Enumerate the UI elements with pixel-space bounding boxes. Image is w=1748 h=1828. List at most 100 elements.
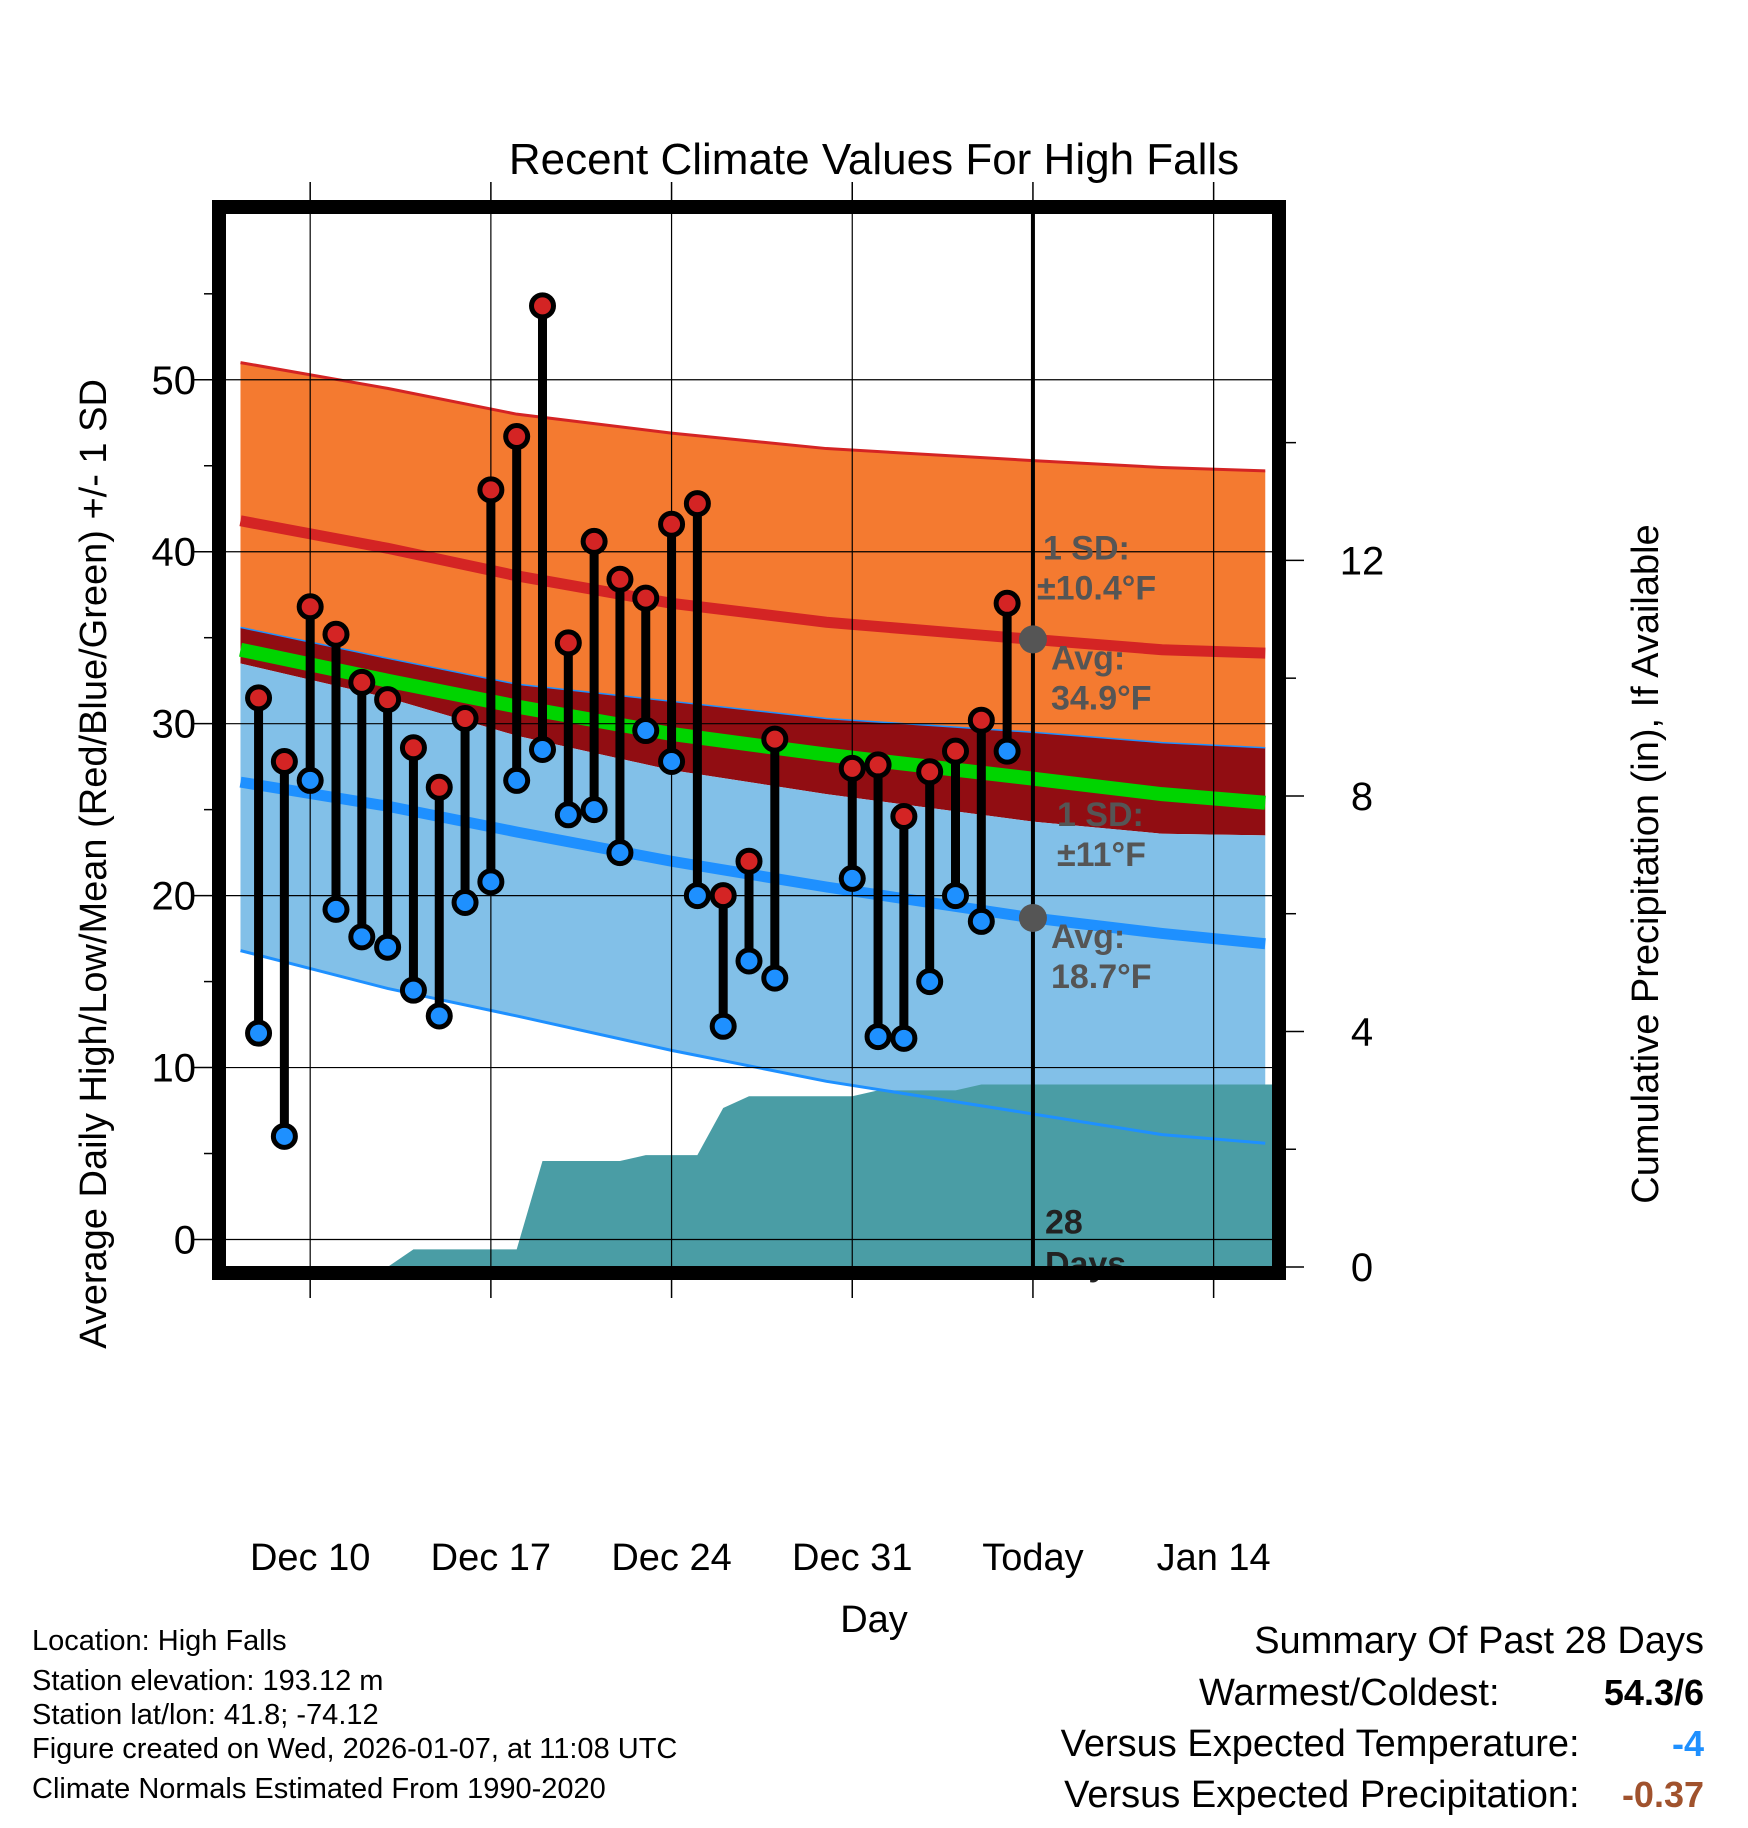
- precip-label: Versus Expected Precipitation:: [1064, 1774, 1580, 1816]
- chart-title: Recent Climate Values For High Falls: [509, 135, 1239, 184]
- precip-area: [225, 1084, 1273, 1267]
- low-sd-label: 1 SD:: [1057, 796, 1144, 834]
- high-point: [245, 684, 273, 712]
- y-tick-label: 50: [152, 359, 197, 403]
- warmest-label: Warmest/Coldest:: [1198, 1672, 1500, 1714]
- high-sd-label: 1 SD:: [1043, 529, 1130, 567]
- high-avg-label: Avg:: [1051, 639, 1125, 677]
- low-point: [451, 888, 479, 916]
- y-tick-label: 0: [174, 1218, 196, 1262]
- low-avg-label: Avg:: [1051, 918, 1125, 956]
- days-count: 28: [1045, 1203, 1083, 1241]
- summary-temp-row: Versus Expected Temperature: -4: [1061, 1723, 1704, 1766]
- summary-title: Summary Of Past 28 Days: [1254, 1620, 1704, 1662]
- high-point: [658, 510, 686, 538]
- high-point: [425, 773, 453, 801]
- x-tick-label: Dec 24: [611, 1537, 731, 1579]
- low-point: [245, 1019, 273, 1047]
- x-tick-label: Jan 14: [1157, 1537, 1271, 1579]
- low-point: [735, 947, 763, 975]
- low-point: [322, 895, 350, 923]
- y-tick-label: 30: [152, 703, 197, 747]
- high-point: [761, 725, 789, 753]
- x-tick-label: Dec 31: [792, 1537, 912, 1579]
- high-point: [348, 668, 376, 696]
- high-point: [606, 565, 634, 593]
- low-point: [683, 882, 711, 910]
- latlon-text: Station lat/lon: 41.8; -74.12: [32, 1699, 379, 1731]
- low-point: [606, 839, 634, 867]
- station-info: Location: High Falls Station elevation: …: [32, 1624, 677, 1806]
- low-point: [528, 735, 556, 763]
- high-point: [993, 589, 1021, 617]
- low-point: [374, 933, 402, 961]
- low-point: [477, 868, 505, 896]
- high-point: [942, 737, 970, 765]
- temp-label: Versus Expected Temperature:: [1060, 1723, 1580, 1765]
- x-axis-label: Day: [840, 1599, 908, 1641]
- location-text: Location: High Falls: [32, 1625, 287, 1657]
- low-point: [503, 766, 531, 794]
- low-point: [554, 801, 582, 829]
- low-point: [761, 964, 789, 992]
- high-point: [580, 527, 608, 555]
- high-point: [632, 584, 660, 612]
- summary-warmest-row: Warmest/Coldest: 54.3/6: [1199, 1672, 1704, 1715]
- low-point: [864, 1023, 892, 1051]
- plot-frame: [212, 200, 1286, 1280]
- low-point: [399, 976, 427, 1004]
- low-point: [296, 766, 324, 794]
- summary-panel: Summary Of Past 28 Days Warmest/Coldest:…: [804, 1620, 1704, 1820]
- high-point: [735, 847, 763, 875]
- high-point: [270, 747, 298, 775]
- y-tick-label: 40: [152, 531, 197, 575]
- low-point: [580, 796, 608, 824]
- high-point: [374, 686, 402, 714]
- y-axis-label: Average Daily High/Low/Mean (Red/Blue/Gr…: [73, 379, 115, 1349]
- high-point: [554, 629, 582, 657]
- high-point: [503, 423, 531, 451]
- low-avg-value: 18.7°F: [1051, 958, 1152, 996]
- summary-precip-row: Versus Expected Precipitation: -0.37: [1064, 1774, 1704, 1817]
- y2-tick-label: 8: [1351, 775, 1373, 819]
- high-avg-marker: [1018, 625, 1047, 654]
- high-lower-edge: [240, 626, 1266, 749]
- high-point: [916, 758, 944, 786]
- y2-axis-label: Cumulative Precipitation (in), If Availa…: [1625, 524, 1667, 1203]
- x-tick-label: Today: [982, 1537, 1083, 1579]
- low-point: [890, 1024, 918, 1052]
- high-upper-line: [240, 361, 1266, 473]
- low-point: [658, 747, 686, 775]
- high-point: [838, 754, 866, 782]
- y-tick-label: 20: [152, 875, 197, 919]
- high-point: [528, 292, 556, 320]
- high-point: [322, 620, 350, 648]
- low-point: [270, 1122, 298, 1150]
- high-point: [296, 593, 324, 621]
- low-point: [425, 1002, 453, 1030]
- high-point: [890, 803, 918, 831]
- low-sd-value: ±11°F: [1057, 836, 1146, 874]
- low-point: [993, 737, 1021, 765]
- low-point: [709, 1012, 737, 1040]
- high-point: [477, 476, 505, 504]
- low-avg-marker: [1018, 903, 1047, 932]
- high-point: [399, 734, 427, 762]
- high-sd-value: ±10.4°F: [1037, 569, 1156, 607]
- high-point: [709, 882, 737, 910]
- low-point: [942, 882, 970, 910]
- y2-tick-label: 12: [1340, 539, 1385, 583]
- low-point: [348, 923, 376, 951]
- x-tick-label: Dec 17: [431, 1537, 551, 1579]
- y2-tick-label: 4: [1351, 1010, 1373, 1054]
- y-tick-label: 10: [152, 1047, 197, 1091]
- y2-tick-label: 0: [1351, 1246, 1373, 1290]
- created-text: Figure created on Wed, 2026-01-07, at 11…: [32, 1733, 678, 1765]
- elevation-text: Station elevation: 193.12 m: [32, 1665, 384, 1697]
- high-avg-value: 34.9°F: [1051, 679, 1152, 717]
- temp-value: -4: [1671, 1723, 1704, 1764]
- high-point: [864, 751, 892, 779]
- precip-value: -0.37: [1621, 1774, 1704, 1815]
- low-point: [967, 907, 995, 935]
- high-point: [683, 490, 711, 518]
